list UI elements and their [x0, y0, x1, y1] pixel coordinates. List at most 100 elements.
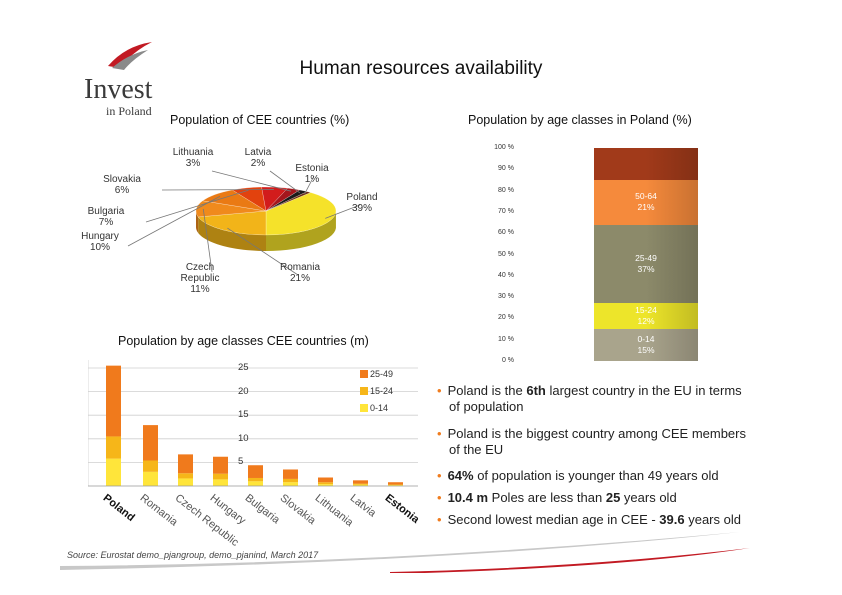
pie-label-value: 7% [98, 217, 114, 228]
bar-latvia-15-24 [353, 483, 368, 485]
pie-label-name: Hungary [81, 231, 119, 242]
bullet-dot: • [437, 512, 442, 527]
pie-slice-romania [197, 210, 267, 236]
bar-title: Population by age classes CEE countries … [118, 334, 369, 348]
stack-segment-25-49 [594, 224, 698, 304]
pie-label-name: Romania [279, 262, 321, 273]
bar-slovakia-25-49 [283, 469, 298, 479]
bullet-bold: 10.4 m [447, 490, 489, 505]
stack-segment-50-64 [594, 179, 698, 225]
cee-bar-chart [88, 360, 418, 487]
stack-label-value: 37% [637, 264, 655, 275]
bar-czech-republic-15-24 [178, 473, 193, 479]
bar-lithuania-25-49 [318, 477, 333, 483]
logo-subtext: in Poland [106, 104, 152, 118]
pie-leader-line [211, 170, 292, 192]
pie-label-estonia: Estonia 1% [282, 163, 342, 185]
bar-czech-republic-25-49 [178, 454, 193, 474]
bar-estonia-25-49 [388, 482, 403, 485]
stack-segment-0-14 [594, 329, 698, 361]
bar-lithuania-15-24 [318, 482, 333, 485]
stack-segment-65+ [594, 148, 698, 180]
legend-swatch-25-49 [360, 370, 368, 378]
bullet-text: years old [620, 490, 677, 505]
legend-swatch-15-24 [360, 387, 368, 395]
bullet-dot: • [437, 383, 442, 398]
pie-label-poland: Poland 39% [332, 192, 392, 214]
bullet-bold: 6th [526, 383, 546, 398]
stack-label-50-64: 50-64 21% [594, 191, 698, 213]
footer-swoosh [60, 532, 750, 573]
stack-label-value: 21% [637, 202, 655, 213]
bar-poland-0-14 [106, 458, 121, 486]
pie-label-name: Slovakia [103, 174, 141, 185]
pie-chart [127, 170, 361, 276]
stack-tick-label: 70 % [498, 207, 514, 215]
pie-label-value: 2% [250, 158, 266, 169]
bullet-bold: 39.6 [659, 512, 685, 527]
cee-tick-label: 15 [238, 409, 249, 421]
bullet-item: • Poland is the 6th largest country in th… [437, 383, 777, 415]
legend-label-25-49: 25-49 [370, 369, 394, 379]
bullet-dot: • [437, 468, 442, 483]
bar-bulgaria-0-14 [248, 481, 263, 486]
page-title: Human resources availability [299, 58, 543, 79]
stack-tick-label: 50 % [498, 250, 514, 258]
pie-label-name: Republic [180, 273, 220, 284]
stack-label-class: 25-49 [635, 253, 657, 264]
pie-label-name: Bulgaria [87, 206, 125, 217]
bullet-bold: 64% [447, 468, 474, 483]
bar-poland-15-24 [106, 436, 121, 459]
pie-label-romania: Romania 21% [270, 262, 330, 284]
pie-title: Population of CEE countries (%) [170, 113, 350, 127]
x-label-romania: Romania [137, 492, 180, 529]
bullet-dot: • [437, 426, 442, 441]
invest-in-poland-logo: Invest in Poland [80, 38, 175, 123]
bar-czech-republic-0-14 [178, 478, 193, 486]
pie-label-value: 21% [289, 273, 310, 284]
legend-label-0-14: 0-14 [370, 403, 389, 413]
bullet-text: Poland is the [447, 383, 527, 398]
legend-label-15-24: 15-24 [370, 386, 394, 396]
pie-leader-line [269, 170, 300, 194]
stack-label-class: 0-14 [637, 334, 655, 345]
bar-estonia-0-14 [388, 485, 403, 486]
bullet-item: • Poland is the biggest country among CEE… [437, 426, 777, 458]
pie-label-value: 10% [89, 242, 110, 253]
pie-label-name: Czech [185, 262, 215, 273]
pie-leader-line [325, 204, 361, 219]
pie-label-value: 1% [304, 174, 320, 185]
x-label-poland: Poland [100, 492, 137, 525]
stack-label-25-49: 25-49 37% [594, 253, 698, 275]
cee-tick-label: 5 [238, 456, 244, 468]
bullet-text: Poland is the biggest country among CEE … [447, 426, 746, 441]
bar-bulgaria-25-49 [248, 465, 263, 478]
pie-leader-line [304, 175, 315, 195]
stack-tick-label: 20 % [498, 314, 514, 322]
stack-label-value: 12% [637, 316, 655, 327]
bullet-bold: 25 [605, 490, 621, 505]
cee-tick-label: 10 [238, 432, 249, 444]
x-label-bulgaria: Bulgaria [242, 492, 282, 527]
pie-label-name: Lithuania [172, 147, 214, 158]
pie-leader-line [127, 195, 221, 247]
source-note: Source: Eurostat demo_pjangroup, demo_pj… [67, 550, 319, 560]
bar-slovakia-15-24 [283, 478, 298, 483]
stack-tick-label: 0 % [501, 357, 514, 364]
pie-label-hungary: Hungary 10% [70, 231, 130, 253]
pie-label-name: Poland [346, 192, 378, 203]
pie-label-bulgaria: Bulgaria 7% [76, 206, 136, 228]
bar-poland-25-49 [106, 365, 121, 437]
stack-tick-label: 30 % [498, 293, 514, 301]
stack-title: Population by age classes in Poland (%) [468, 113, 692, 127]
bullet-item: • Second lowest median age in CEE - 39.6 … [437, 512, 777, 528]
bar-romania-15-24 [143, 460, 158, 472]
stack-label-value: 15% [637, 345, 655, 356]
stack-tick-label: 80 % [498, 186, 514, 194]
stack-tick-label: 60 % [498, 229, 514, 237]
pie-label-name: Estonia [295, 163, 329, 174]
logo-text: Invest [84, 74, 153, 105]
legend-swatch-0-14 [360, 404, 368, 412]
pie-label-value: 39% [351, 203, 372, 214]
bar-hungary-15-24 [213, 473, 228, 480]
